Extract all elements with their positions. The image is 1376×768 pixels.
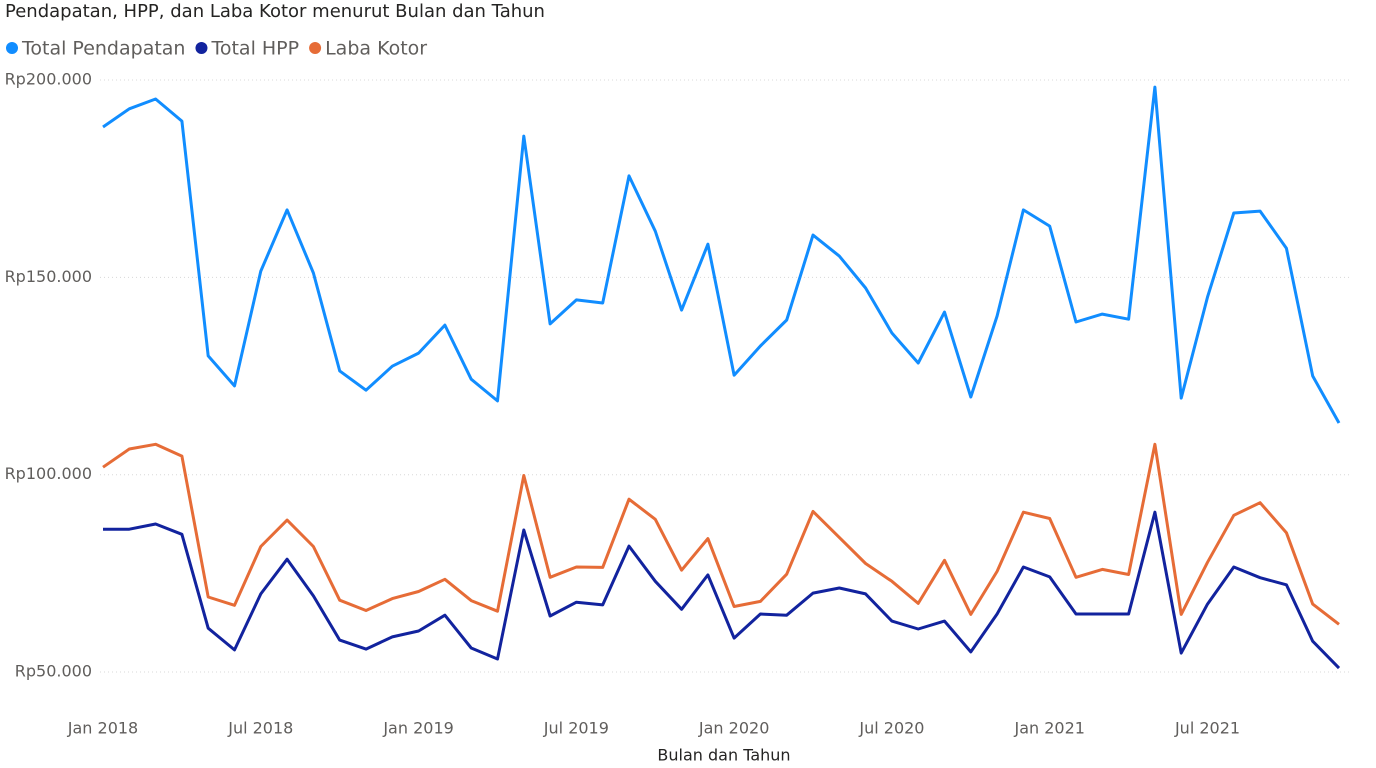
y-tick-label: Rp50.000 bbox=[15, 662, 92, 681]
legend-label: Total HPP bbox=[210, 38, 299, 60]
legend-label: Laba Kotor bbox=[325, 38, 427, 60]
x-tick-label: Jan 2018 bbox=[67, 719, 138, 738]
series-line bbox=[103, 510, 1341, 670]
x-tick-label: Jan 2019 bbox=[382, 719, 453, 738]
x-tick-label: Jan 2021 bbox=[1013, 719, 1084, 738]
x-axis-title: Bulan dan Tahun bbox=[657, 746, 790, 765]
legend-marker bbox=[309, 42, 322, 54]
x-tick-label: Jul 2018 bbox=[227, 719, 293, 738]
x-tick-label: Jan 2020 bbox=[698, 719, 769, 738]
x-tick-label: Jul 2019 bbox=[543, 719, 609, 738]
x-tick-label: Jul 2020 bbox=[858, 719, 924, 738]
legend-marker bbox=[195, 42, 208, 54]
legend-label: Total Pendapatan bbox=[21, 38, 185, 60]
y-tick-label: Rp100.000 bbox=[5, 464, 92, 483]
legend-marker bbox=[6, 42, 18, 54]
chart-title: Pendapatan, HPP, dan Laba Kotor menurut … bbox=[5, 1, 545, 22]
y-tick-label: Rp150.000 bbox=[5, 267, 92, 286]
y-tick-label: Rp200.000 bbox=[5, 70, 92, 89]
series-line bbox=[102, 85, 1341, 424]
series-line bbox=[102, 442, 1340, 626]
x-tick-label: Jul 2021 bbox=[1174, 719, 1240, 738]
